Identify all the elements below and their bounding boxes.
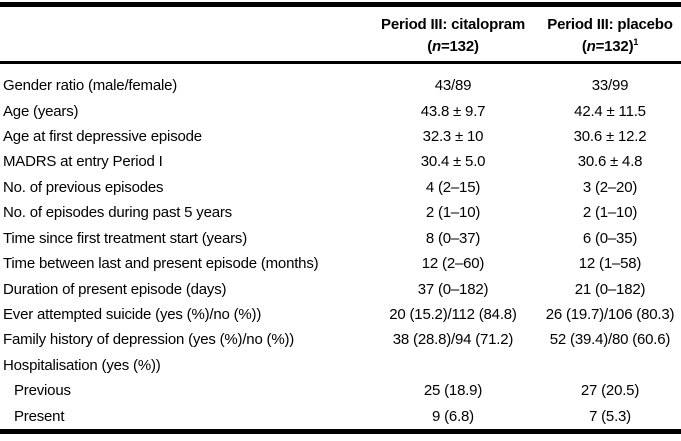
- citalopram-value: 25 (18.9): [423, 382, 483, 400]
- n-symbol: n: [432, 38, 441, 55]
- top-rule: [0, 2, 681, 7]
- placebo-value: 33/99: [591, 77, 629, 95]
- placebo-value: 6 (0–35): [582, 229, 638, 247]
- table-row: Family history of depression (yes (%)/no…: [0, 327, 681, 352]
- header-col-citalopram: Period III: citalopram (n=132): [367, 14, 539, 61]
- placebo-value: 12 (1–58): [578, 255, 642, 273]
- row-label: Time since first treatment start (years): [3, 229, 247, 247]
- table-header: Period III: citalopram (n=132) Period II…: [0, 7, 681, 61]
- row-label: Previous: [14, 382, 71, 400]
- citalopram-value: 9 (6.8): [432, 407, 474, 425]
- citalopram-value: 12 (2–60): [421, 255, 485, 273]
- placebo-value: 27 (20.5): [580, 382, 640, 400]
- citalopram-value: 20 (15.2)/112 (84.8): [389, 306, 517, 323]
- placebo-value: 7 (5.3): [589, 407, 631, 425]
- table-row: Gender ratio (male/female) 43/89 33/99: [0, 73, 681, 98]
- citalopram-value: 30.4 ± 5.0: [420, 153, 486, 171]
- row-label: Present: [14, 407, 65, 425]
- bottom-rule: [0, 429, 681, 434]
- row-label: Family history of depression (yes (%)/no…: [3, 331, 295, 349]
- header-spacer: [0, 14, 367, 61]
- placebo-value: 2 (1–10): [582, 204, 638, 222]
- table-row: No. of previous episodes 4 (2–15) 3 (2–2…: [0, 175, 681, 200]
- placebo-value: 26 (19.7)/106 (80.3): [545, 306, 675, 323]
- row-label: No. of previous episodes: [3, 178, 164, 196]
- placebo-value: 30.6 ± 12.2: [573, 128, 647, 146]
- table-row: Age at first depressive episode 32.3 ± 1…: [0, 124, 681, 149]
- citalopram-value: 37 (0–182): [417, 280, 489, 298]
- table-body: Gender ratio (male/female) 43/89 33/99 A…: [0, 64, 681, 429]
- header-citalopram-n: (n=132): [367, 36, 539, 58]
- n-value: =132): [595, 38, 634, 55]
- row-label: Ever attempted suicide (yes (%)/no (%)): [3, 306, 262, 323]
- table-row: Ever attempted suicide (yes (%)/no (%)) …: [0, 302, 681, 327]
- placebo-value: 52 (39.4)/80 (60.6): [549, 331, 671, 349]
- citalopram-value: 4 (2–15): [425, 178, 481, 196]
- placebo-value: 42.4 ± 11.5: [574, 102, 646, 120]
- citalopram-value: 32.3 ± 10: [422, 128, 484, 146]
- row-label: Age (years): [3, 102, 79, 120]
- row-label: No. of episodes during past 5 years: [3, 204, 232, 222]
- table-row: No. of episodes during past 5 years 2 (1…: [0, 200, 681, 225]
- row-label: MADRS at entry Period I: [3, 153, 163, 171]
- table-row: Age (years) 43.8 ± 9.7 42.4 ± 11.5: [0, 98, 681, 123]
- table-row: Present 9 (6.8) 7 (5.3): [0, 403, 681, 428]
- table-row: Duration of present episode (days) 37 (0…: [0, 276, 681, 301]
- n-symbol: n: [586, 38, 596, 55]
- row-label: Hospitalisation (yes (%)): [3, 356, 161, 374]
- citalopram-value: 43/89: [434, 77, 472, 95]
- footnote-marker: 1: [633, 37, 639, 47]
- header-placebo-n: (n=132)1: [539, 36, 681, 58]
- row-label: Time between last and present episode (m…: [3, 255, 319, 273]
- placebo-value: 30.6 ± 4.8: [577, 153, 643, 171]
- citalopram-value: 43.8 ± 9.7: [420, 102, 486, 120]
- citalopram-value: 38 (28.8)/94 (71.2): [392, 331, 514, 349]
- table-row: Hospitalisation (yes (%)): [0, 353, 681, 378]
- table-row: MADRS at entry Period I 30.4 ± 5.0 30.6 …: [0, 149, 681, 174]
- table-row: Time since first treatment start (years)…: [0, 226, 681, 251]
- row-label: Duration of present episode (days): [3, 280, 227, 298]
- header-citalopram-title: Period III: citalopram: [381, 16, 525, 33]
- row-label: Age at first depressive episode: [3, 128, 202, 146]
- table-row: Previous 25 (18.9) 27 (20.5): [0, 378, 681, 403]
- citalopram-value: 2 (1–10): [425, 204, 481, 222]
- header-col-placebo: Period III: placebo (n=132)1: [539, 14, 681, 61]
- table-row: Time between last and present episode (m…: [0, 251, 681, 276]
- header-placebo-title: Period III: placebo: [547, 16, 673, 33]
- row-label: Gender ratio (male/female): [3, 77, 178, 95]
- placebo-value: 3 (2–20): [582, 178, 638, 196]
- citalopram-value: 8 (0–37): [425, 229, 481, 247]
- header-divider-rule: [0, 61, 681, 64]
- placebo-value: 21 (0–182): [574, 280, 646, 298]
- paren-open: (: [427, 38, 433, 55]
- n-value: =132): [440, 38, 479, 55]
- paren-open: (: [581, 38, 587, 55]
